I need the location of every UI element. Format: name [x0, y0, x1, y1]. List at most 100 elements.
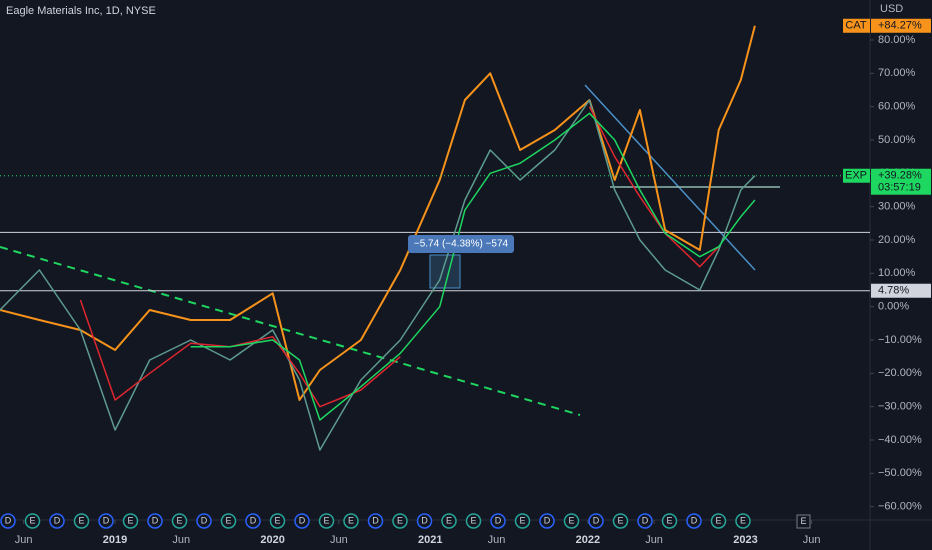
event-badge: [367, 513, 384, 529]
y-tick-label: −30.00%: [878, 401, 922, 413]
event-badge: [661, 513, 678, 529]
event-letter: E: [225, 515, 231, 525]
y-tick-label: 20.00%: [878, 234, 916, 246]
x-tick-label: Jun: [330, 534, 348, 546]
y-tick-label: 10.00%: [878, 267, 916, 279]
event-badge: [196, 513, 212, 529]
measure-label: −5.74 (−4.38%) −574: [414, 239, 509, 250]
event-badge: [637, 513, 653, 529]
x-tick-label: 2023: [733, 534, 757, 546]
event-badge: [73, 513, 90, 529]
symbol-label: CAT: [845, 20, 866, 32]
event-badge: [588, 513, 604, 529]
y-tick-label: 80.00%: [878, 34, 916, 46]
event-badge: [612, 513, 629, 529]
x-tick-label: Jun: [172, 534, 190, 546]
event-letter: E: [78, 515, 84, 525]
series-line: [190, 112, 756, 421]
event-letter: D: [5, 515, 12, 525]
x-tick-label: 2021: [418, 534, 442, 546]
event-letter: D: [54, 515, 61, 525]
event-letter: E: [127, 515, 133, 525]
level-label-box: [871, 283, 931, 298]
event-letter: E: [274, 515, 280, 525]
event-badge: [514, 513, 531, 529]
event-letter: D: [103, 515, 110, 525]
event-badge: [24, 513, 41, 529]
y-tick-label: −50.00%: [878, 467, 922, 479]
series-line: [0, 99, 756, 451]
event-badge: [49, 513, 65, 529]
event-badge: [416, 513, 433, 529]
event-letter: E: [397, 515, 403, 525]
series-line: [0, 25, 756, 401]
price-box: [871, 168, 931, 195]
measure-label-box: [408, 235, 514, 253]
event-letter: D: [372, 515, 379, 525]
event-badge: [441, 513, 457, 529]
y-tick-label: 60.00%: [878, 101, 916, 113]
y-tick-label: 0.00%: [878, 301, 909, 313]
event-badge: [122, 513, 139, 529]
x-tick-label: Jun: [803, 534, 821, 546]
future-event-letter: E: [800, 516, 806, 526]
event-badge: [269, 513, 286, 529]
event-letter: D: [421, 515, 428, 525]
event-letter: E: [176, 515, 182, 525]
series-line: [79, 106, 720, 408]
event-letter: E: [740, 515, 746, 525]
event-letter: D: [201, 515, 208, 525]
event-badge: [147, 513, 163, 529]
y-tick-label: −60.00%: [878, 501, 922, 513]
event-letter: D: [152, 515, 159, 525]
event-badge: [735, 513, 751, 529]
event-letter: E: [29, 515, 35, 525]
price-label: +39.28%: [878, 170, 922, 182]
event-badge: [294, 513, 310, 529]
x-tick-label: 2020: [260, 534, 284, 546]
event-badge: [465, 513, 482, 529]
level-label: 4.78%: [878, 285, 909, 297]
chart-title: Eagle Materials Inc, 1D, NYSE: [6, 5, 156, 17]
event-letter: E: [470, 515, 476, 525]
event-badge: [710, 513, 727, 529]
event-badge: [563, 513, 580, 529]
trend-line: [584, 84, 756, 271]
y-tick-label: 50.00%: [878, 134, 916, 146]
price-label: +84.27%: [878, 20, 922, 32]
event-letter: D: [495, 515, 502, 525]
x-tick-label: Jun: [15, 534, 33, 546]
countdown: 03:57:19: [878, 182, 921, 194]
event-badge: [490, 513, 506, 529]
y-tick-label: −40.00%: [878, 434, 922, 446]
y-tick-label: −20.00%: [878, 367, 922, 379]
symbol-box: [843, 18, 870, 33]
event-letter: E: [323, 515, 329, 525]
event-letter: E: [715, 515, 721, 525]
x-tick-label: 2019: [103, 534, 127, 546]
event-badge: [318, 513, 335, 529]
x-tick-label: 2022: [576, 534, 600, 546]
symbol-box: [843, 168, 870, 183]
event-letter: D: [593, 515, 600, 525]
symbol-label: EXP: [845, 170, 867, 182]
event-letter: E: [446, 515, 452, 525]
event-badge: [98, 513, 114, 529]
event-badge: [171, 513, 188, 529]
event-letter: E: [568, 515, 574, 525]
y-tick-label: 70.00%: [878, 67, 916, 79]
event-letter: E: [348, 515, 354, 525]
event-letter: E: [617, 515, 623, 525]
y-tick-label: 30.00%: [878, 201, 916, 213]
currency: USD: [880, 3, 903, 15]
event-badge: [343, 513, 359, 529]
event-letter: D: [691, 515, 698, 525]
x-tick-label: Jun: [645, 534, 663, 546]
event-badge: [245, 513, 261, 529]
x-tick-label: Jun: [488, 534, 506, 546]
price-box: [871, 18, 931, 33]
event-badge: [392, 513, 408, 529]
event-letter: E: [666, 515, 672, 525]
trend-line: [0, 246, 581, 416]
